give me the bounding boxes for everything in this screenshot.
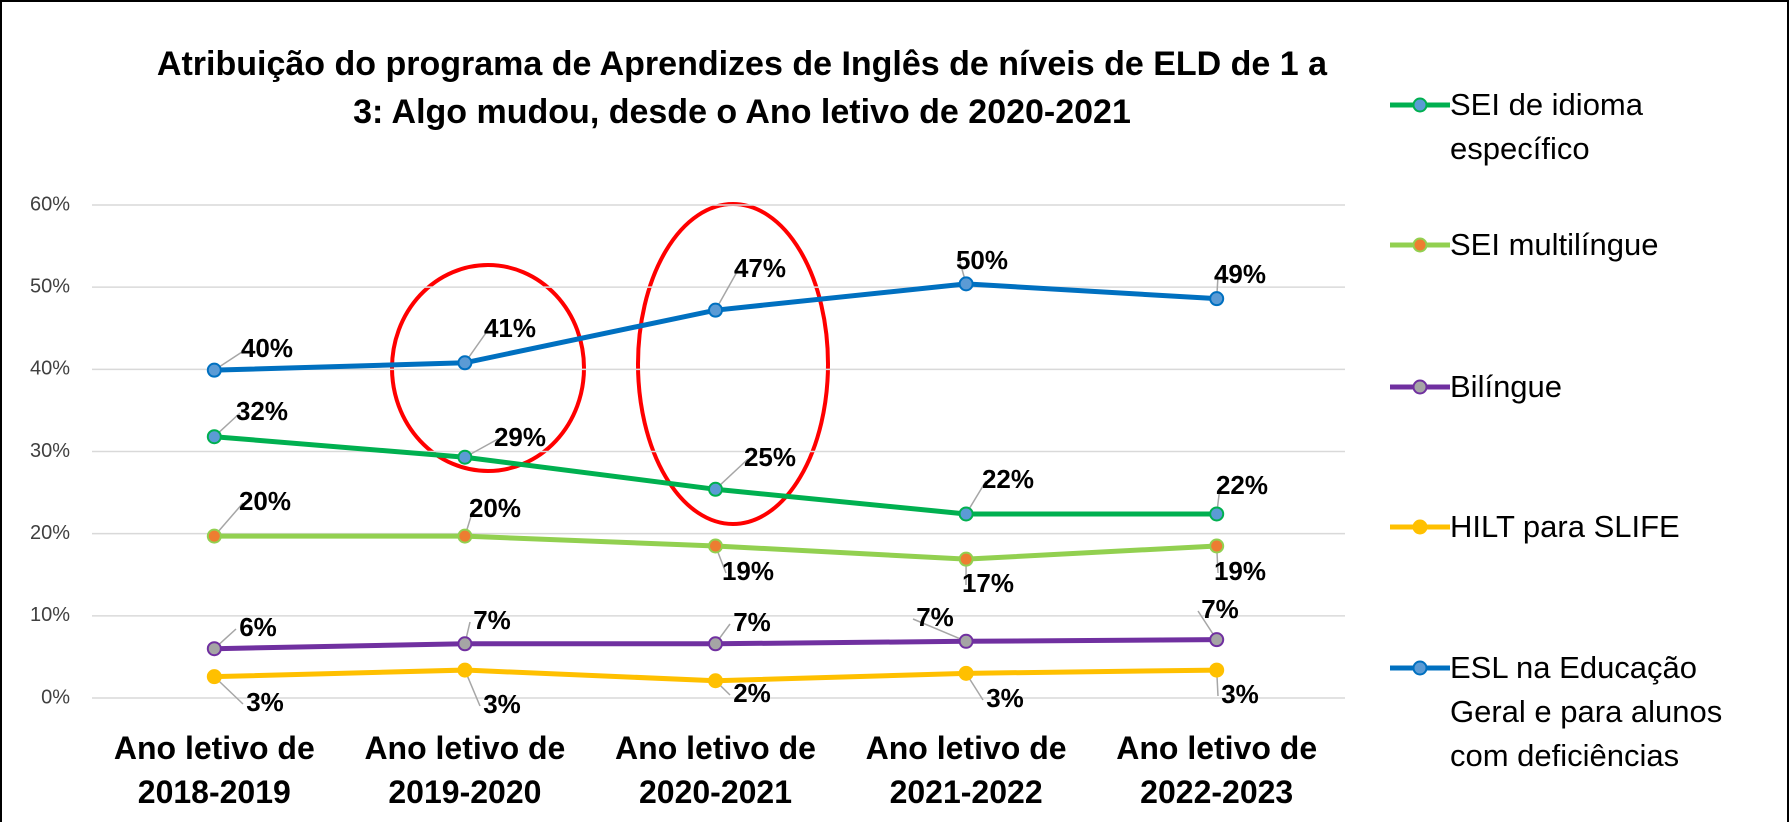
marker bbox=[708, 302, 723, 318]
data-label: 50% bbox=[956, 245, 1008, 275]
legend-label: HILT para SLIFE bbox=[1450, 509, 1680, 544]
leader-line bbox=[714, 269, 739, 311]
legend-label: SEI de idioma específico bbox=[1450, 87, 1643, 166]
x-tick-label: Ano letivo de 2019-2020 bbox=[364, 730, 566, 810]
marker bbox=[206, 429, 222, 445]
x-tick-label: Ano letivo de 2021-2022 bbox=[865, 730, 1067, 810]
series-line bbox=[214, 434, 1217, 517]
data-label: 20% bbox=[469, 493, 521, 523]
data-label: 40% bbox=[241, 333, 293, 363]
marker bbox=[708, 481, 723, 497]
chart-title: Atribuição do programa de Aprendizes de … bbox=[156, 45, 1328, 131]
marker bbox=[1209, 291, 1225, 307]
marker bbox=[1209, 538, 1225, 554]
y-tick-label: 0% bbox=[41, 686, 70, 708]
data-label: 25% bbox=[744, 442, 796, 472]
data-label: 2% bbox=[733, 678, 771, 708]
marker bbox=[457, 528, 473, 544]
legend-label: ESL na Educação Geral e para alunos com … bbox=[1450, 650, 1723, 773]
marker bbox=[708, 636, 723, 652]
data-label: 3% bbox=[483, 689, 521, 719]
x-tick-label: Ano letivo de 2022-2023 bbox=[1116, 730, 1318, 810]
legend-label: SEI multilíngue bbox=[1450, 227, 1659, 262]
marker bbox=[206, 528, 222, 544]
data-label: 6% bbox=[239, 612, 277, 642]
marker bbox=[958, 506, 974, 522]
data-label: 7% bbox=[473, 605, 511, 635]
data-label: 32% bbox=[236, 396, 288, 426]
data-label: 22% bbox=[1216, 470, 1268, 500]
data-label: 19% bbox=[1214, 556, 1266, 586]
data-label: 47% bbox=[734, 253, 786, 283]
highlight-ellipse bbox=[390, 263, 586, 473]
data-label: 7% bbox=[916, 602, 954, 632]
data-label: 22% bbox=[982, 464, 1034, 494]
highlight-ellipse bbox=[636, 202, 830, 526]
legend-marker bbox=[1412, 237, 1428, 253]
x-tick-label: Ano letivo de 2020-2021 bbox=[615, 730, 816, 810]
y-tick-label: 50% bbox=[30, 275, 70, 297]
marker bbox=[708, 538, 723, 554]
data-label: 20% bbox=[239, 486, 291, 516]
marker bbox=[206, 362, 222, 378]
series-line bbox=[214, 281, 1217, 373]
marker bbox=[206, 669, 222, 685]
leader-line bbox=[912, 618, 967, 642]
legend-label: Bilíngue bbox=[1450, 369, 1563, 404]
y-tick-label: 10% bbox=[30, 604, 70, 626]
data-label: 7% bbox=[733, 607, 771, 637]
data-label: 19% bbox=[722, 556, 774, 586]
marker bbox=[958, 633, 974, 649]
y-tick-label: 20% bbox=[30, 522, 70, 544]
marker bbox=[206, 641, 222, 657]
y-tick-label: 60% bbox=[30, 193, 70, 215]
marker bbox=[457, 449, 473, 465]
data-label: 41% bbox=[484, 313, 536, 343]
marker bbox=[1209, 662, 1225, 678]
marker bbox=[708, 673, 723, 689]
legend-marker bbox=[1412, 379, 1428, 395]
x-tick-label: Ano letivo de 2018-2019 bbox=[113, 730, 315, 810]
data-label: 3% bbox=[986, 683, 1024, 713]
data-label: 3% bbox=[246, 687, 284, 717]
marker bbox=[457, 636, 473, 652]
y-tick-label: 40% bbox=[30, 358, 70, 380]
y-tick-label: 30% bbox=[30, 440, 70, 462]
data-label: 49% bbox=[1214, 259, 1266, 289]
marker bbox=[958, 276, 974, 292]
marker bbox=[1209, 506, 1225, 522]
legend-marker bbox=[1412, 660, 1428, 676]
data-label: 17% bbox=[962, 568, 1014, 598]
marker bbox=[958, 551, 974, 567]
marker bbox=[1209, 632, 1225, 648]
data-label: 29% bbox=[494, 422, 546, 452]
data-label: 7% bbox=[1201, 594, 1239, 624]
data-label: 3% bbox=[1221, 679, 1259, 709]
legend-marker bbox=[1412, 97, 1428, 113]
marker bbox=[457, 662, 473, 678]
marker bbox=[958, 665, 974, 681]
legend-marker bbox=[1412, 519, 1428, 535]
marker bbox=[457, 355, 473, 371]
